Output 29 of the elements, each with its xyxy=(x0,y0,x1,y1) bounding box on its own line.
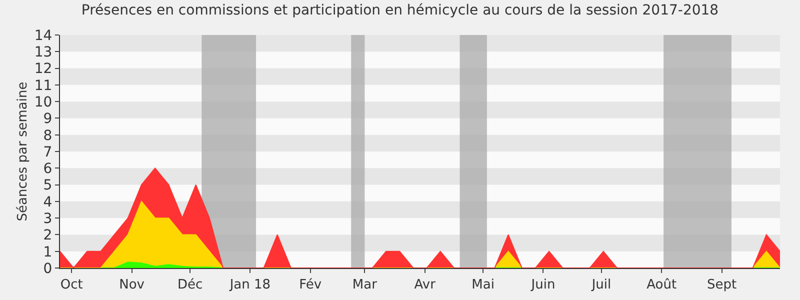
y-tick-label: 7 xyxy=(43,144,52,160)
y-tick-label: 6 xyxy=(43,161,52,178)
y-tick-label: 0 xyxy=(43,260,52,277)
x-tick-label: Déc xyxy=(177,278,203,293)
y-tick-label: 5 xyxy=(43,178,52,194)
y-tick-label: 9 xyxy=(43,111,52,128)
y-tick-label: 3 xyxy=(43,210,52,227)
x-tick-label: Mar xyxy=(352,278,378,293)
x-tick-label: Fév xyxy=(299,278,322,293)
y-tick-label: 4 xyxy=(43,194,52,210)
x-tick-label: Juil xyxy=(590,278,612,293)
x-tick-label: Mai xyxy=(472,278,494,293)
x-tick-label: Août xyxy=(646,278,677,293)
y-axis-title: Séances par semaine xyxy=(15,82,30,222)
x-tick-label: Jan 18 xyxy=(228,278,271,293)
y-tick-label: 11 xyxy=(34,78,52,94)
x-tick-label: Sept xyxy=(706,278,737,293)
y-tick-label: 2 xyxy=(43,228,52,244)
x-tick-label: Nov xyxy=(119,278,145,293)
y-tick-label: 13 xyxy=(34,44,52,61)
x-tick-label: Oct xyxy=(60,278,83,293)
y-tick-label: 14 xyxy=(34,28,52,44)
chart-title: Présences en commissions et participation en hémicycle au cours de la session 2017-2018 xyxy=(81,2,719,18)
y-tick-label: 8 xyxy=(43,128,52,144)
y-tick-label: 10 xyxy=(34,94,52,110)
y-tick-label: 1 xyxy=(43,244,52,260)
x-tick-label: Juin xyxy=(530,278,556,293)
x-tick-label: Avr xyxy=(414,278,436,293)
y-tick-label: 12 xyxy=(34,61,52,78)
